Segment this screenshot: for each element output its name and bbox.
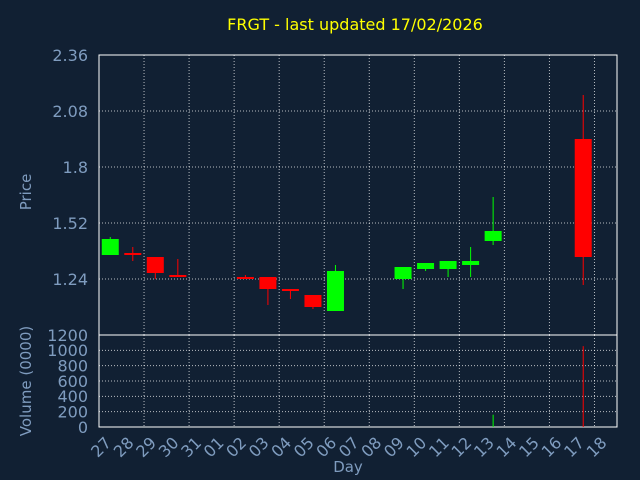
day-tick-labels: 2728293031010203040506070809101112131415… xyxy=(87,433,610,461)
price-panel-frame xyxy=(98,54,618,336)
price-tick-label: 2.08 xyxy=(52,102,88,121)
candles xyxy=(101,95,592,311)
price-tick-label: 1.24 xyxy=(52,270,88,289)
candle-body xyxy=(236,277,254,279)
price-gridlines xyxy=(99,55,617,335)
volume-tick-label: 600 xyxy=(57,372,88,391)
candle-body xyxy=(484,231,502,241)
day-tick-label: 18 xyxy=(583,433,611,461)
candle-body xyxy=(169,275,187,277)
price-axis-label: Price xyxy=(17,174,35,211)
volume-tick-label: 800 xyxy=(57,356,88,375)
price-tick-label: 1.8 xyxy=(63,158,88,177)
volume-tick-label: 200 xyxy=(57,403,88,422)
volume-tick-label: 0 xyxy=(78,418,88,437)
candle-body xyxy=(124,253,142,255)
volume-tick-label: 1000 xyxy=(47,341,88,360)
candle-body xyxy=(574,139,592,257)
volume-frame-rect xyxy=(98,334,618,428)
candle-body xyxy=(417,263,435,269)
volume-tick-label: 400 xyxy=(57,387,88,406)
candle-body xyxy=(304,295,322,307)
candle-body xyxy=(462,261,480,265)
price-tick-labels: 2.36 2.08 1.8 1.52 1.24 xyxy=(52,46,88,289)
price-tick-label: 2.36 xyxy=(52,46,88,65)
candle-body xyxy=(394,267,412,279)
candle-body xyxy=(259,277,277,289)
day-axis-label: Day xyxy=(333,458,363,476)
volume-tick-label: 1200 xyxy=(47,326,88,345)
price-tick-label: 1.52 xyxy=(52,214,88,233)
candle-body xyxy=(101,239,119,255)
volume-gridlines xyxy=(99,335,617,427)
candle-body xyxy=(326,271,344,311)
candle-body xyxy=(146,257,164,273)
chart-title: FRGT - last updated 17/02/2026 xyxy=(227,15,483,34)
candle-body xyxy=(439,261,457,269)
volume-panel-frame xyxy=(98,334,618,428)
candle-body xyxy=(281,289,299,291)
volume-axis-label: Volume (0000) xyxy=(17,326,35,436)
price-frame-rect xyxy=(98,54,618,336)
volume-bars xyxy=(492,346,584,427)
